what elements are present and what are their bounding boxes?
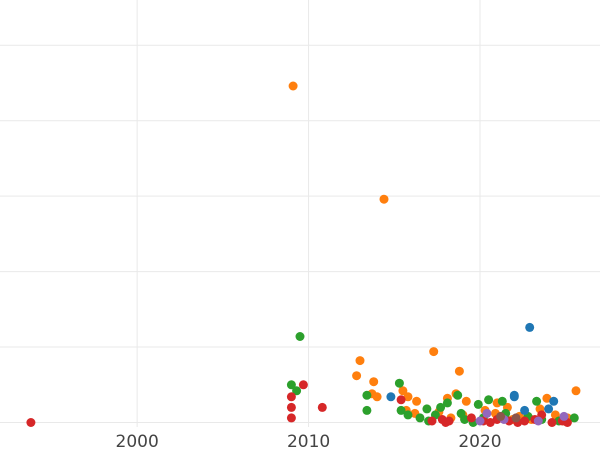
data-point bbox=[571, 386, 581, 396]
data-point bbox=[511, 413, 521, 423]
data-point bbox=[427, 416, 437, 426]
data-point bbox=[396, 405, 406, 415]
x-tick-label: 2010 bbox=[287, 432, 330, 450]
data-point bbox=[362, 390, 372, 400]
data-point bbox=[372, 392, 382, 402]
data-point bbox=[286, 380, 296, 390]
data-point bbox=[26, 418, 36, 427]
data-point bbox=[482, 408, 492, 418]
data-point bbox=[484, 395, 494, 405]
data-point bbox=[461, 396, 471, 406]
data-point bbox=[317, 402, 327, 412]
data-point bbox=[394, 378, 404, 388]
data-point bbox=[386, 392, 396, 402]
data-point bbox=[509, 390, 519, 400]
data-point bbox=[286, 402, 296, 412]
data-point bbox=[298, 380, 308, 390]
data-point bbox=[286, 413, 296, 423]
data-point bbox=[362, 405, 372, 415]
points-layer bbox=[26, 81, 581, 427]
data-point bbox=[520, 405, 530, 415]
data-point bbox=[429, 347, 439, 357]
data-point bbox=[454, 366, 464, 376]
grid-layer bbox=[0, 0, 600, 427]
data-point bbox=[396, 395, 406, 405]
data-point bbox=[292, 386, 302, 396]
x-tick-label: 2020 bbox=[458, 432, 501, 450]
data-point bbox=[379, 194, 389, 204]
data-point bbox=[286, 392, 296, 402]
data-point bbox=[473, 399, 483, 409]
data-point bbox=[441, 418, 451, 427]
data-point bbox=[369, 377, 379, 387]
data-point bbox=[352, 371, 362, 381]
data-point bbox=[398, 386, 408, 396]
data-point bbox=[412, 396, 422, 406]
data-point bbox=[496, 411, 506, 421]
data-point bbox=[520, 416, 530, 426]
data-point bbox=[547, 418, 557, 427]
data-point bbox=[533, 416, 543, 426]
x-axis-ticks: 2000 2010 2020 bbox=[116, 432, 502, 450]
x-tick-label: 2000 bbox=[116, 432, 159, 450]
data-point bbox=[475, 416, 485, 426]
data-point bbox=[544, 404, 554, 414]
data-point bbox=[403, 392, 413, 402]
data-point bbox=[559, 411, 569, 421]
data-point bbox=[549, 396, 559, 406]
data-point bbox=[288, 81, 298, 91]
data-point bbox=[422, 404, 432, 414]
data-point bbox=[460, 415, 470, 424]
data-point bbox=[403, 410, 413, 420]
data-point bbox=[415, 413, 425, 423]
data-point bbox=[525, 322, 535, 332]
data-point bbox=[295, 332, 305, 341]
data-point bbox=[442, 398, 452, 408]
data-point bbox=[569, 413, 579, 423]
data-point bbox=[466, 413, 476, 423]
data-point bbox=[355, 356, 365, 366]
data-point bbox=[436, 402, 446, 412]
data-point bbox=[542, 393, 552, 403]
data-point bbox=[453, 390, 463, 400]
data-point bbox=[497, 396, 507, 406]
data-point bbox=[485, 418, 495, 427]
data-point bbox=[532, 396, 542, 406]
